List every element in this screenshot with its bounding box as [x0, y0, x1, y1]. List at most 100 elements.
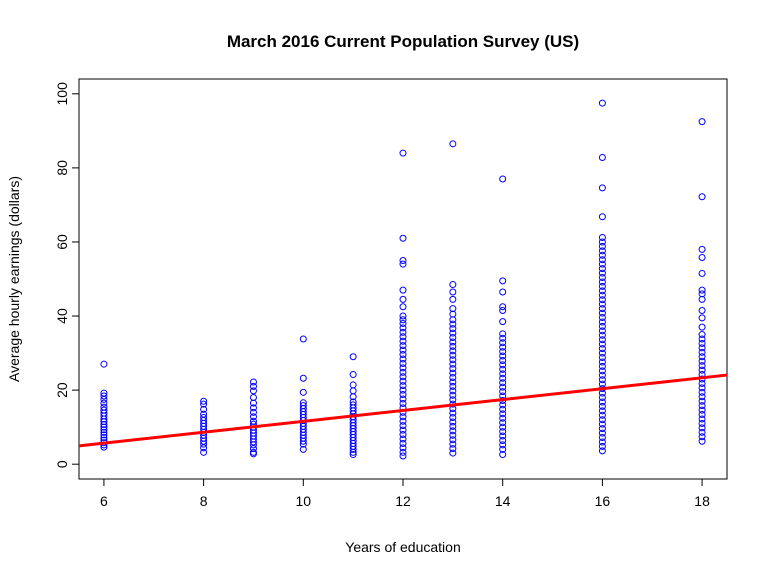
- data-point: [499, 334, 507, 342]
- data-point: [499, 318, 507, 326]
- data-point: [698, 314, 706, 322]
- data-point: [449, 295, 457, 303]
- data-point: [598, 260, 606, 268]
- data-point: [449, 347, 457, 355]
- data-point: [200, 440, 208, 448]
- data-point: [399, 395, 407, 403]
- data-point: [698, 269, 706, 277]
- data-point: [698, 393, 706, 401]
- data-point: [598, 287, 606, 295]
- data-point: [499, 414, 507, 422]
- data-point: [499, 365, 507, 373]
- data-point: [449, 281, 457, 289]
- data-point: [598, 398, 606, 406]
- data-point: [698, 379, 706, 387]
- x-tick-label: 14: [495, 493, 511, 509]
- data-point: [598, 278, 606, 286]
- data-point: [449, 365, 457, 373]
- data-point: [399, 333, 407, 341]
- data-point: [698, 357, 706, 365]
- data-point: [349, 445, 357, 453]
- data-point: [349, 451, 357, 459]
- data-point: [598, 438, 606, 446]
- data-point: [449, 360, 457, 368]
- data-point: [598, 269, 606, 277]
- y-tick-label: 80: [54, 160, 70, 176]
- data-point: [598, 376, 606, 384]
- data-point: [399, 316, 407, 324]
- data-point: [598, 305, 606, 313]
- y-tick-label: 20: [54, 382, 70, 398]
- data-point: [499, 405, 507, 413]
- data-point: [598, 367, 606, 375]
- data-point: [499, 445, 507, 453]
- data-point: [100, 434, 108, 442]
- data-point: [598, 318, 606, 326]
- data-point: [449, 387, 457, 395]
- data-point: [349, 393, 357, 401]
- data-point: [399, 391, 407, 399]
- y-tick-label: 100: [54, 82, 70, 106]
- x-axis-label: Years of education: [345, 539, 460, 555]
- y-axis: 0 20 40 60 80 100: [54, 82, 79, 468]
- x-tick-label: 6: [100, 493, 108, 509]
- data-point: [449, 320, 457, 328]
- data-point: [249, 441, 257, 449]
- data-point: [698, 353, 706, 361]
- data-point: [399, 319, 407, 327]
- data-point: [449, 409, 457, 417]
- data-point: [598, 331, 606, 339]
- data-point: [698, 433, 706, 441]
- data-point: [598, 362, 606, 370]
- data-point: [598, 184, 606, 192]
- data-point: [299, 440, 307, 448]
- x-tick-label: 8: [200, 493, 208, 509]
- data-point: [299, 335, 307, 343]
- data-point: [449, 436, 457, 444]
- data-point: [200, 448, 208, 456]
- data-point: [698, 437, 706, 445]
- x-tick-label: 16: [595, 493, 611, 509]
- y-tick-label: 60: [54, 234, 70, 250]
- data-point: [449, 427, 457, 435]
- data-point: [200, 405, 208, 413]
- data-point: [698, 306, 706, 314]
- data-point: [698, 424, 706, 432]
- data-point: [698, 411, 706, 419]
- data-point: [598, 247, 606, 255]
- data-point: [100, 395, 108, 403]
- data-point: [698, 245, 706, 253]
- data-point: [598, 345, 606, 353]
- data-point: [499, 356, 507, 364]
- data-point: [499, 451, 507, 459]
- data-point: [100, 431, 108, 439]
- data-point: [399, 448, 407, 456]
- data-point: [598, 425, 606, 433]
- data-point: [449, 140, 457, 148]
- data-point: [449, 422, 457, 430]
- data-point: [499, 361, 507, 369]
- data-point: [349, 387, 357, 395]
- data-point: [449, 325, 457, 333]
- data-point: [100, 360, 108, 368]
- data-point: [249, 445, 257, 453]
- data-point: [349, 381, 357, 389]
- data-point: [399, 431, 407, 439]
- data-point: [499, 370, 507, 378]
- data-point: [598, 447, 606, 455]
- data-point: [598, 213, 606, 221]
- data-point: [399, 303, 407, 311]
- data-point: [399, 346, 407, 354]
- y-axis-label: Average hourly earnings (dollars): [6, 176, 22, 382]
- data-point: [598, 358, 606, 366]
- data-point: [449, 356, 457, 364]
- data-point: [249, 378, 257, 386]
- data-point: [299, 437, 307, 445]
- data-point: [249, 399, 257, 407]
- data-point: [399, 373, 407, 381]
- data-point: [598, 256, 606, 264]
- data-point: [200, 444, 208, 452]
- data-point: [499, 175, 507, 183]
- data-point: [598, 394, 606, 402]
